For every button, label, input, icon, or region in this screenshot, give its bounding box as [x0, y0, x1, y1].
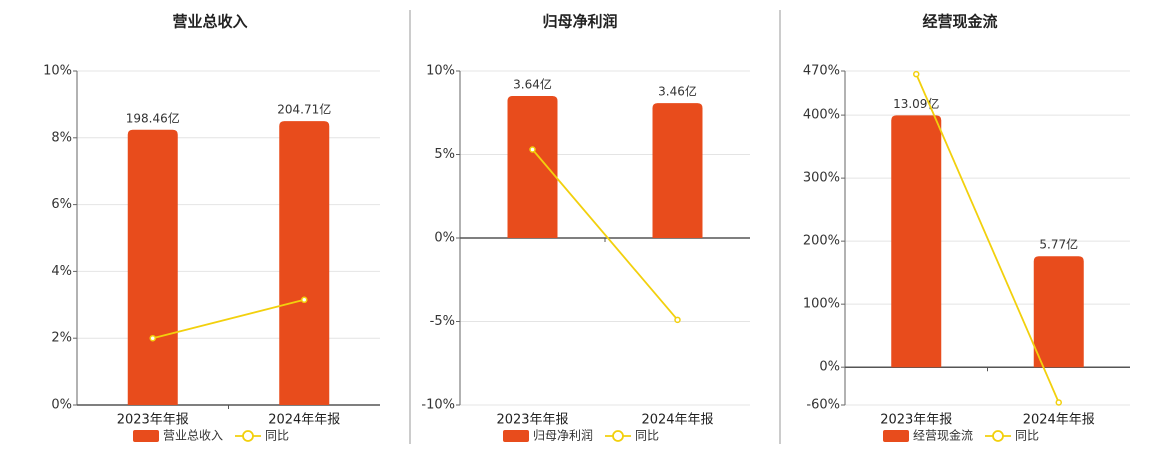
x-tick-label: 2023年年报 — [880, 413, 952, 428]
x-tick-label: 2023年年报 — [496, 413, 568, 428]
data-label: 3.46亿 — [658, 84, 697, 99]
data-label: 204.71亿 — [277, 102, 331, 117]
line — [531, 148, 679, 321]
y-tick-label: 0% — [819, 360, 840, 375]
y-tick-label: 10% — [426, 64, 455, 79]
y-tick-label: 300% — [803, 171, 840, 186]
legend-swatch — [883, 430, 909, 442]
legend-label: 营业总收入 — [163, 429, 223, 443]
y-tick-label: 100% — [803, 297, 840, 312]
y-tick-label: 0% — [434, 231, 455, 246]
line-point — [149, 334, 156, 342]
line — [915, 73, 1060, 403]
y-tick-label: 2% — [51, 331, 72, 346]
y-tick-label: -5% — [430, 314, 455, 329]
x-tick-label: 2024年年报 — [268, 413, 340, 428]
y-tick-label: 10% — [43, 64, 72, 79]
y-tick-label: 400% — [803, 108, 840, 123]
legend-label: 同比 — [635, 429, 659, 443]
y-tick-label: -10% — [421, 398, 455, 413]
legend-label: 经营现金流 — [913, 428, 973, 443]
bar — [652, 103, 703, 238]
y-tick-label: 8% — [51, 130, 72, 145]
line-point — [1055, 399, 1062, 406]
legend-label: 归母净利润 — [533, 429, 593, 443]
y-tick-label: 4% — [51, 264, 72, 279]
x-tick-label: 2024年年报 — [641, 413, 713, 428]
data-label: 198.46亿 — [126, 110, 180, 125]
chart-title: 经营现金流 — [922, 13, 997, 31]
legend-marker — [242, 430, 254, 442]
legend-swatch — [133, 430, 159, 442]
bar — [1033, 256, 1084, 368]
bar — [279, 121, 330, 405]
chart-title: 营业总收入 — [172, 13, 247, 31]
bar — [127, 129, 178, 405]
line-point — [913, 70, 920, 78]
line-point — [529, 146, 536, 153]
legend-label: 同比 — [1015, 429, 1039, 443]
y-tick-label: -60% — [806, 398, 840, 413]
x-tick-label: 2023年年报 — [117, 413, 189, 428]
legend-marker — [612, 430, 624, 442]
data-label: 13.09亿 — [893, 96, 939, 111]
y-tick-label: 6% — [51, 197, 72, 212]
y-tick-label: 200% — [803, 234, 840, 249]
y-tick-label: 0% — [51, 398, 72, 413]
y-tick-label: 470% — [803, 64, 840, 79]
legend-swatch — [503, 430, 529, 442]
line-point — [674, 316, 681, 324]
y-tick-label: 5% — [434, 147, 455, 162]
line — [152, 298, 305, 340]
legend-label: 同比 — [265, 429, 289, 443]
line-point — [301, 296, 308, 304]
bar — [507, 96, 558, 238]
data-label: 5.77亿 — [1039, 237, 1078, 252]
bar — [891, 115, 942, 368]
chart-title: 归母净利润 — [542, 13, 617, 31]
legend-marker — [992, 430, 1004, 442]
data-label: 3.64亿 — [513, 77, 552, 92]
x-tick-label: 2024年年报 — [1023, 413, 1095, 428]
